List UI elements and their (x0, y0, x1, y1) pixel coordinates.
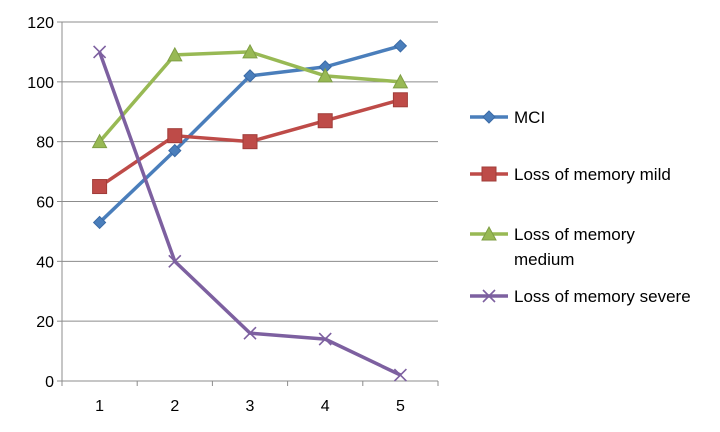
x-marker-stroke (243, 326, 257, 340)
legend-item-loss-of-memory-mild: Loss of memory mild (470, 165, 671, 184)
data-point-loss-of-memory-medium (91, 133, 108, 149)
series-group (91, 39, 409, 382)
series-line-loss-of-memory-medium (98, 50, 401, 143)
data-point-loss-of-memory-mild (317, 113, 333, 129)
x-marker-stroke (318, 332, 332, 346)
legend-item-mci: MCI (470, 108, 545, 127)
x-tick-label: 3 (246, 398, 255, 415)
legend-label-line: Loss of memory mild (514, 165, 671, 184)
series-loss-of-memory-medium (91, 43, 409, 149)
y-tick-label: 100 (27, 75, 54, 92)
series-loss-of-memory-mild (92, 92, 408, 195)
data-point-loss-of-memory-medium (392, 73, 409, 89)
series-loss-of-memory-severe (93, 45, 407, 382)
legend-marker (482, 110, 496, 124)
x-marker-stroke (168, 254, 182, 268)
axes: 0 20 40 60 80 100 120 1 2 3 4 5 (27, 15, 439, 415)
data-point-mci (168, 143, 182, 158)
legend-item-loss-of-memory-severe: Loss of memory severe (470, 287, 691, 306)
data-point-loss-of-memory-mild (242, 134, 258, 150)
legend-label-line: medium (514, 250, 574, 269)
data-point-loss-of-memory-severe (243, 326, 257, 340)
legend-marker (482, 289, 496, 303)
x-tick-label: 2 (170, 398, 179, 415)
legend-item-loss-of-memory-medium: Loss of memory medium (470, 225, 635, 269)
legend-marker (481, 225, 497, 241)
data-point-loss-of-memory-severe (93, 45, 107, 59)
legend-label-line: MCI (514, 108, 545, 127)
series-mci (92, 39, 408, 230)
data-point-loss-of-memory-medium (166, 46, 183, 62)
legend-label-line: Loss of memory severe (514, 287, 691, 306)
y-tick-label: 0 (45, 374, 54, 391)
data-point-loss-of-memory-mild (392, 92, 408, 108)
y-tick-label: 20 (36, 314, 54, 331)
x-marker-stroke (393, 368, 407, 382)
data-point-loss-of-memory-severe (393, 368, 407, 382)
legend-marker (481, 166, 497, 182)
data-point-loss-of-memory-severe (318, 332, 332, 346)
data-point-mci (92, 215, 107, 230)
y-tick-label: 40 (36, 254, 54, 271)
legend: MCI Loss of memory mild Loss of memory medi… (470, 108, 691, 306)
data-point-mci (393, 39, 408, 53)
y-tick-label: 80 (36, 135, 54, 152)
series-line-loss-of-memory-severe (97, 51, 402, 377)
x-marker-stroke (482, 289, 496, 303)
data-point-loss-of-memory-mild (92, 179, 108, 195)
x-marker-stroke (93, 45, 107, 59)
legend-label: Loss of memory mild (514, 165, 671, 184)
x-tick-label: 1 (95, 398, 104, 415)
legend-label: Loss of memory severe (514, 287, 691, 306)
legend-label: Loss of memory medium (514, 225, 635, 269)
y-tick-label: 60 (36, 195, 54, 212)
data-point-loss-of-memory-severe (168, 254, 182, 268)
y-tick-label: 120 (27, 15, 54, 32)
data-point-mci (243, 69, 257, 83)
data-point-loss-of-memory-mild (167, 128, 183, 144)
legend-label: MCI (514, 108, 545, 127)
data-point-loss-of-memory-medium (242, 43, 258, 59)
x-tick-label: 5 (396, 398, 405, 415)
legend-label-line: Loss of memory (514, 225, 635, 244)
x-tick-label: 4 (321, 398, 330, 415)
data-point-loss-of-memory-medium (317, 67, 334, 83)
